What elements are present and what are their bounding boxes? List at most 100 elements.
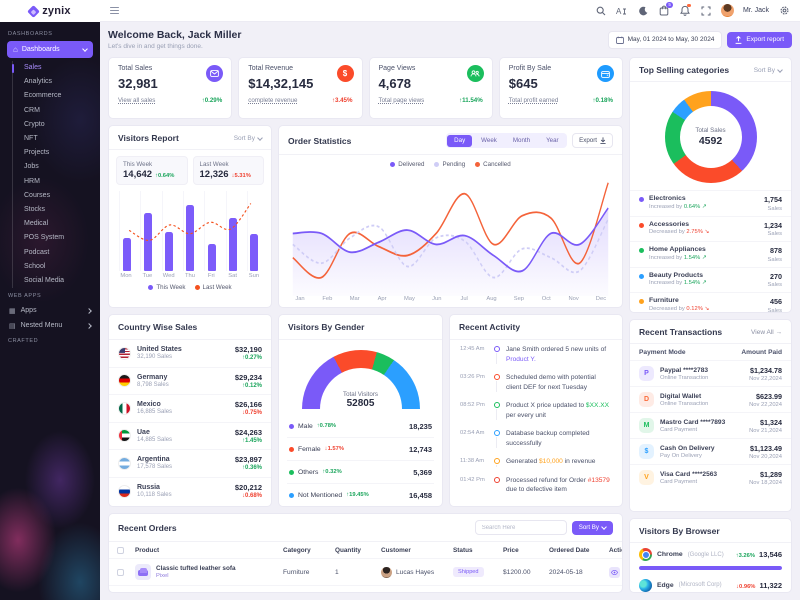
nested-menu-icon: ▤ [9,322,16,330]
select-all-checkbox[interactable] [117,546,124,554]
country-row[interactable]: Russia 10,118 Sales $20,212 ↓0.68% [109,478,271,506]
legend-label: Pending [442,161,466,168]
sidebar-item-jobs[interactable]: Jobs [24,163,39,171]
legend-label: Last Week [202,284,232,291]
kpi-page-views: Page Views 4,678 Total page views ↑11.54… [368,57,493,119]
search-icon[interactable] [595,5,607,17]
home-icon: ⌂ [13,44,18,54]
export-report-button[interactable]: Export report [727,31,792,48]
welcome-section: Welcome Back, Jack Miller Let's dive in … [108,29,792,50]
dollar-icon: $ [336,65,354,82]
country-row[interactable]: Mexico 16,885 Sales $26,166 ↓0.75% [109,395,271,423]
svg-text:A: A [616,7,622,16]
kpi-total-revenue: Total Revenue $ $14,32,145 complete reve… [238,57,363,119]
sidebar-item-hrm[interactable]: HRM [24,177,40,185]
view-all-link[interactable]: View All → [751,328,782,336]
gender-row: Male ↑0.78% 18,235 [287,415,434,438]
tab-day[interactable]: Day [447,134,473,147]
orders-sort-button[interactable]: Sort By [571,520,613,535]
x-label: Oct [541,296,551,302]
sidebar-item-projects[interactable]: Projects [24,149,50,157]
period-tabs: Day Week Month Year [445,133,568,148]
apps-grid-icon: ▦ [9,307,16,315]
fullscreen-icon[interactable] [700,5,712,17]
order-row[interactable]: Classic tufted leather sofa Pixel Furnitu… [109,559,622,586]
line-chart-x-labels: Jan Feb Mar Apr May Jun Jul Aug Sep Oct Nov Dec [289,296,612,302]
country-row[interactable]: United States 32,190 Sales $32,190 ↑0.27% [109,340,271,368]
visitors-report-title: Visitors Report [118,133,179,143]
sidebar-item-pos-system[interactable]: POS System [24,234,65,242]
language-icon[interactable]: A [616,5,628,17]
tab-week[interactable]: Week [481,137,497,144]
orders-search-input[interactable] [474,520,567,535]
nested-menu-label: Nested Menu [20,322,63,330]
kpi-link[interactable]: complete revenue [248,97,298,104]
country-row[interactable]: Germany 8,798 Sales $29,234 ↑0.12% [109,368,271,395]
order-statistics-title: Order Statistics [288,135,352,146]
kpi-value: $14,32,145 [248,76,314,91]
sidebar-item-ecommerce[interactable]: Ecommerce [24,92,62,100]
user-name[interactable]: Mr. Jack [742,7,769,14]
x-label: Thu [184,273,195,279]
sidebar-item-nested-menu[interactable]: ▤ Nested Menu [7,318,93,333]
progress-fill [639,566,782,570]
x-label: Mar [349,296,360,302]
germany-flag-icon [118,374,131,388]
tab-month[interactable]: Month [512,137,531,144]
sidebar-item-analytics[interactable]: Analytics [24,78,53,86]
country-row[interactable]: Uae 14,885 Sales $24,263 ↑1.45% [109,423,271,450]
x-label: Wed [162,273,175,279]
stat-delta: ↓5.31% [231,173,251,179]
sidebar-item-medical[interactable]: Medical [24,220,49,228]
us-flag-icon [118,346,131,360]
row-checkbox[interactable] [117,568,124,576]
sidebar-item-stocks[interactable]: Stocks [24,206,46,214]
sidebar-item-social-media[interactable]: Social Media [24,277,65,285]
user-avatar[interactable] [720,4,734,17]
wallet-icon: D [639,392,654,407]
date-range-text: May, 01 2024 to May, 30 2024 [627,36,715,43]
category-row: Beauty Products Increased by 1.54% ↗ 270 S… [630,266,791,293]
sidebar-item-crypto[interactable]: Crypto [24,120,45,128]
transaction-row: P Paypal ****2783 Online Transaction $1,2… [630,361,791,387]
kpi-link[interactable]: View all sales [118,97,156,104]
chevron-right-icon [86,307,92,314]
kpi-link[interactable]: Total page views [378,97,425,104]
this-week-stat: This Week 14,642 ↑0.64% [116,156,188,185]
country-row[interactable]: Argentina 17,578 Sales $23,897 ↑0.36% [109,450,271,478]
kpi-link[interactable]: Total profit earned [508,97,559,104]
sidebar-item-nft[interactable]: NFT [24,135,38,143]
transaction-row: V Visa Card ****2563 Card Payment $1,289 N… [630,465,791,490]
sidebar-item-school[interactable]: School [24,262,46,270]
categories-sort-by[interactable]: Sort By [754,67,783,74]
view-order-button[interactable] [609,566,620,578]
app-logo[interactable]: zynix [0,0,100,22]
date-range-picker[interactable]: May, 01 2024 to May, 30 2024 [607,30,723,49]
sidebar-item-podcast[interactable]: Podcast [24,248,50,256]
sidebar-item-crm[interactable]: CRM [24,106,40,114]
x-label: Tue [142,273,153,279]
settings-gear-icon[interactable] [778,5,790,17]
x-label: Jan [295,296,305,302]
sidebar-item-courses[interactable]: Courses [24,191,51,199]
download-icon [600,137,606,144]
x-label: Aug [486,296,497,302]
sidebar-item-sales[interactable]: Sales [12,61,93,75]
calendar-icon [615,36,624,44]
export-button[interactable]: Export [572,133,613,148]
visitors-bar-fri [204,191,218,271]
tab-year[interactable]: Year [546,137,559,144]
x-label: Sep [513,296,525,302]
sidebar: zynix DASHBOARDS ⌂ Dashboards Sales Analy… [0,0,100,600]
sidebar-item-dashboards[interactable]: ⌂ Dashboards [7,41,93,58]
orders-table-header: Product Category Quantity Customer Status Pri… [109,542,622,559]
notifications-icon[interactable] [679,3,691,17]
dark-mode-icon[interactable] [637,5,649,17]
sidebar-item-apps[interactable]: ▦ Apps [7,303,93,318]
menu-toggle-icon[interactable] [110,7,119,14]
visitors-sort-by[interactable]: Sort By [234,135,263,142]
x-label: Sat [228,273,237,279]
cart-icon[interactable]: 5 [658,1,673,17]
visitors-legend: This Week Last Week [109,284,271,291]
x-label: Jul [460,296,468,302]
